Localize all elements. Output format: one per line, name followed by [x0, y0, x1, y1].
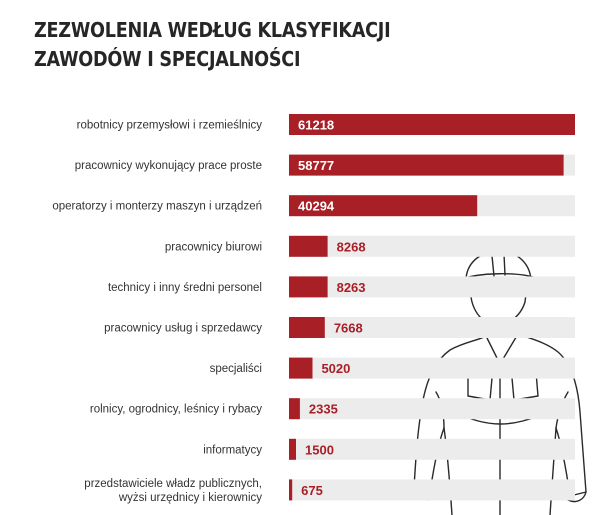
chart-title: ZEZWOLENIA WEDŁUG KLASYFIKACJI ZAWODÓW I… — [34, 16, 481, 74]
category-label: informatycy — [203, 444, 262, 456]
bar-track — [289, 357, 575, 379]
bar-value-label: 8263 — [337, 280, 366, 295]
bar — [289, 276, 328, 298]
bar — [289, 438, 296, 460]
bar-value-label: 675 — [301, 483, 323, 498]
bar-value-label: 5020 — [321, 361, 350, 376]
bar-value-label: 7668 — [334, 321, 363, 336]
bar — [289, 114, 575, 135]
bar-track — [289, 398, 575, 420]
bar — [289, 235, 328, 257]
bar — [289, 154, 564, 176]
bar-track — [289, 479, 575, 501]
category-label: technicy i inny średni personel — [108, 282, 262, 294]
chart-title-line-2: ZAWODÓW I SPECJALNOŚCI — [34, 47, 301, 71]
bar-value-label: 40294 — [298, 199, 335, 214]
category-label: specjaliści — [210, 363, 262, 375]
bar — [289, 317, 325, 338]
bar — [289, 357, 313, 379]
bar-value-label: 1500 — [305, 442, 334, 457]
bar — [289, 479, 293, 501]
category-label: wyżsi urzędnicy i kierownicy — [118, 492, 262, 504]
category-label: pracownicy usług i sprzedawcy — [104, 323, 262, 335]
bar-value-label: 61218 — [298, 118, 334, 133]
bar-value-label: 58777 — [298, 158, 334, 173]
bar-value-label: 2335 — [309, 402, 338, 417]
chart-title-line-1: ZEZWOLENIA WEDŁUG KLASYFIKACJI — [34, 18, 391, 42]
category-label: pracownicy biurowi — [165, 241, 262, 253]
bar-track — [289, 235, 575, 257]
category-label: operatorzy i monterzy maszyn i urządzeń — [52, 201, 262, 213]
bar — [289, 195, 478, 217]
category-label: robotnicy przemysłowi i rzemieślnicy — [77, 120, 263, 132]
category-label: rolnicy, ogrodnicy, leśnicy i rybacy — [90, 404, 262, 416]
bar — [289, 398, 300, 420]
category-label: przedstawiciele władz publicznych, — [84, 478, 262, 490]
bar-track — [289, 276, 575, 298]
bar-track — [289, 317, 575, 338]
bar-value-label: 8268 — [337, 239, 366, 254]
category-label: pracownicy wykonujący prace proste — [75, 160, 262, 172]
bar-track — [289, 438, 575, 460]
